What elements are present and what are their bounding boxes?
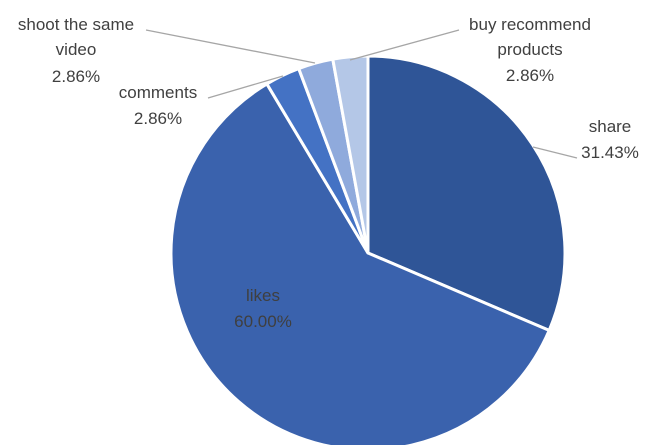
data-label-name-share: share xyxy=(589,117,632,136)
pie-slice-buy-recommend-products xyxy=(331,54,370,254)
data-label-name-shoot-the-same-video: video xyxy=(56,40,97,59)
leader-line-comments xyxy=(207,75,284,99)
leader-lines xyxy=(145,29,578,159)
data-label-value-share: 31.43% xyxy=(581,143,639,162)
data-label-name-buy-recommend-products: buy recommend xyxy=(469,15,591,34)
leader-line-share xyxy=(532,146,578,159)
leader-line-shoot-the-same-video xyxy=(145,29,316,64)
leader-line-buy-recommend-products xyxy=(349,29,460,61)
data-labels: share 31.43% likes 60.00% comments 2.86% shoot… xyxy=(18,15,639,331)
data-label-value-likes: 60.00% xyxy=(234,312,292,331)
pie-slice-likes xyxy=(169,81,552,445)
data-label-name-buy-recommend-products: products xyxy=(497,40,562,59)
data-label-name-comments: comments xyxy=(119,83,197,102)
data-label-name-shoot-the-same-video: shoot the same xyxy=(18,15,134,34)
data-label-value-comments: 2.86% xyxy=(134,109,182,128)
pie-slice-share xyxy=(366,54,567,333)
data-label-name-likes: likes xyxy=(246,286,280,305)
data-label-value-buy-recommend-products: 2.86% xyxy=(506,66,554,85)
pie-slices xyxy=(169,54,567,445)
data-label-value-shoot-the-same-video: 2.86% xyxy=(52,67,100,86)
